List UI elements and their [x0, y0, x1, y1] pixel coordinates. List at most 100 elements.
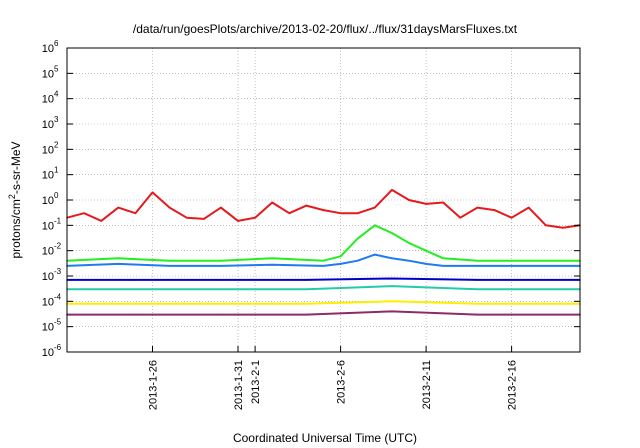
- y-tick-label: 10: [42, 271, 54, 283]
- series-1-point: [391, 232, 393, 234]
- series-2-point: [374, 253, 376, 256]
- series-5-point: [220, 302, 222, 305]
- y-tick-exponent: -6: [54, 343, 62, 352]
- series-0-point: [203, 218, 205, 220]
- y-tick-label: 10: [42, 246, 54, 258]
- series-2-point: [220, 265, 222, 267]
- y-tick-exponent: 4: [54, 90, 59, 99]
- series-1-point: [322, 259, 325, 262]
- series-line-3: [67, 277, 580, 281]
- y-tick-exponent: 6: [54, 39, 59, 48]
- y-tick-label: 10: [42, 144, 54, 156]
- series-3-point: [391, 277, 393, 280]
- series-line-1: [66, 224, 580, 262]
- series-6-point: [476, 313, 479, 316]
- series-4-point: [305, 288, 308, 291]
- series-0-point: [271, 201, 274, 204]
- series-0-point: [185, 216, 188, 219]
- series-2-point: [117, 263, 120, 265]
- y-tick-label: 10: [42, 68, 54, 80]
- x-tick-label: 2013-1-26: [148, 360, 160, 410]
- series-0-point: [339, 212, 342, 215]
- series-3-point: [305, 279, 308, 281]
- series-5-point: [134, 302, 137, 305]
- series-0-point: [305, 204, 308, 207]
- series-1-point: [374, 224, 376, 227]
- y-tick-label: 10: [42, 94, 54, 106]
- series-0-point: [527, 206, 530, 209]
- y-tick-label: 10: [42, 347, 54, 359]
- series-6-point: [305, 313, 308, 316]
- series-4-point: [391, 285, 393, 287]
- y-tick-exponent: -3: [54, 267, 62, 276]
- series-5-point: [476, 302, 479, 305]
- series-6-point: [391, 310, 393, 313]
- series-1-point: [168, 259, 171, 262]
- series-2-point: [527, 265, 530, 267]
- series-group: [66, 188, 581, 316]
- series-3-point: [220, 279, 222, 281]
- plot-frame: [66, 47, 581, 353]
- series-0-point: [391, 189, 393, 191]
- x-tick-label: 2013-2-1: [250, 360, 262, 404]
- x-tick-label: 2013-2-16: [507, 360, 519, 410]
- series-line-6: [67, 310, 580, 316]
- series-6-point: [134, 313, 137, 316]
- series-0-point: [408, 199, 410, 201]
- series-4-point: [220, 288, 222, 291]
- series-5-point: [305, 302, 308, 305]
- series-0-point: [562, 226, 564, 229]
- grid-lines: [67, 48, 580, 352]
- series-0-point: [168, 206, 171, 209]
- series-0-point: [134, 212, 137, 215]
- series-1-point: [271, 257, 274, 260]
- series-1-point: [339, 255, 342, 258]
- x-tick-label: 2013-2-6: [336, 360, 348, 404]
- series-2-point: [476, 265, 479, 267]
- series-0-point: [254, 216, 256, 219]
- y-tick-exponent: 5: [54, 64, 59, 73]
- y-tick-exponent: -5: [54, 318, 62, 327]
- y-tick-exponent: 2: [54, 140, 59, 149]
- series-2-point: [442, 265, 445, 267]
- y-tick-label: 10: [42, 43, 54, 55]
- y-tick-exponent: -4: [54, 292, 62, 301]
- series-line-0: [66, 188, 581, 229]
- series-2-point: [408, 259, 410, 262]
- series-2-point: [391, 257, 393, 260]
- series-3-point: [134, 279, 137, 281]
- series-4-point: [476, 288, 479, 291]
- series-line-4: [67, 285, 580, 291]
- series-line-2: [66, 253, 580, 267]
- series-0-point: [374, 206, 376, 209]
- series-2-point: [322, 265, 325, 267]
- series-line-5: [67, 300, 580, 305]
- y-tick-label: 10: [42, 322, 54, 334]
- chart-title: /data/run/goesPlots/archive/2013-02-20/f…: [133, 22, 518, 36]
- series-0-point: [510, 216, 513, 219]
- y-tick-exponent: 1: [54, 166, 59, 175]
- series-0-point: [100, 220, 102, 222]
- y-tick-exponent: -2: [54, 242, 62, 251]
- y-tick-exponent: -1: [54, 216, 62, 225]
- y-tick-labels: 10 -610 -510 -410 -310 -210 -110 010 110 210 310 41…: [42, 39, 580, 359]
- y-tick-label: 10: [42, 220, 54, 232]
- y-axis-label: protons/cm2-s-sr-MeV: [7, 141, 23, 258]
- x-tick-labels: 2013-1-26 2013-1-31 2013-2-1 2013-2-6 2013-2…: [148, 346, 519, 410]
- series-1-point: [220, 259, 222, 262]
- series-1-point: [117, 257, 120, 260]
- series-0-point: [322, 209, 325, 211]
- series-0-point: [476, 206, 479, 209]
- series-2-point: [425, 263, 427, 265]
- series-6-point: [220, 313, 222, 316]
- y-tick-exponent: 0: [54, 191, 59, 200]
- y-tick-label: 10: [42, 119, 54, 131]
- series-0-point: [83, 212, 85, 215]
- series-2-point: [339, 263, 342, 265]
- series-1-point: [425, 249, 427, 252]
- series-0-point: [493, 209, 496, 211]
- series-0-point: [151, 191, 154, 194]
- y-tick-label: 10: [42, 195, 54, 207]
- series-1-point: [442, 257, 445, 260]
